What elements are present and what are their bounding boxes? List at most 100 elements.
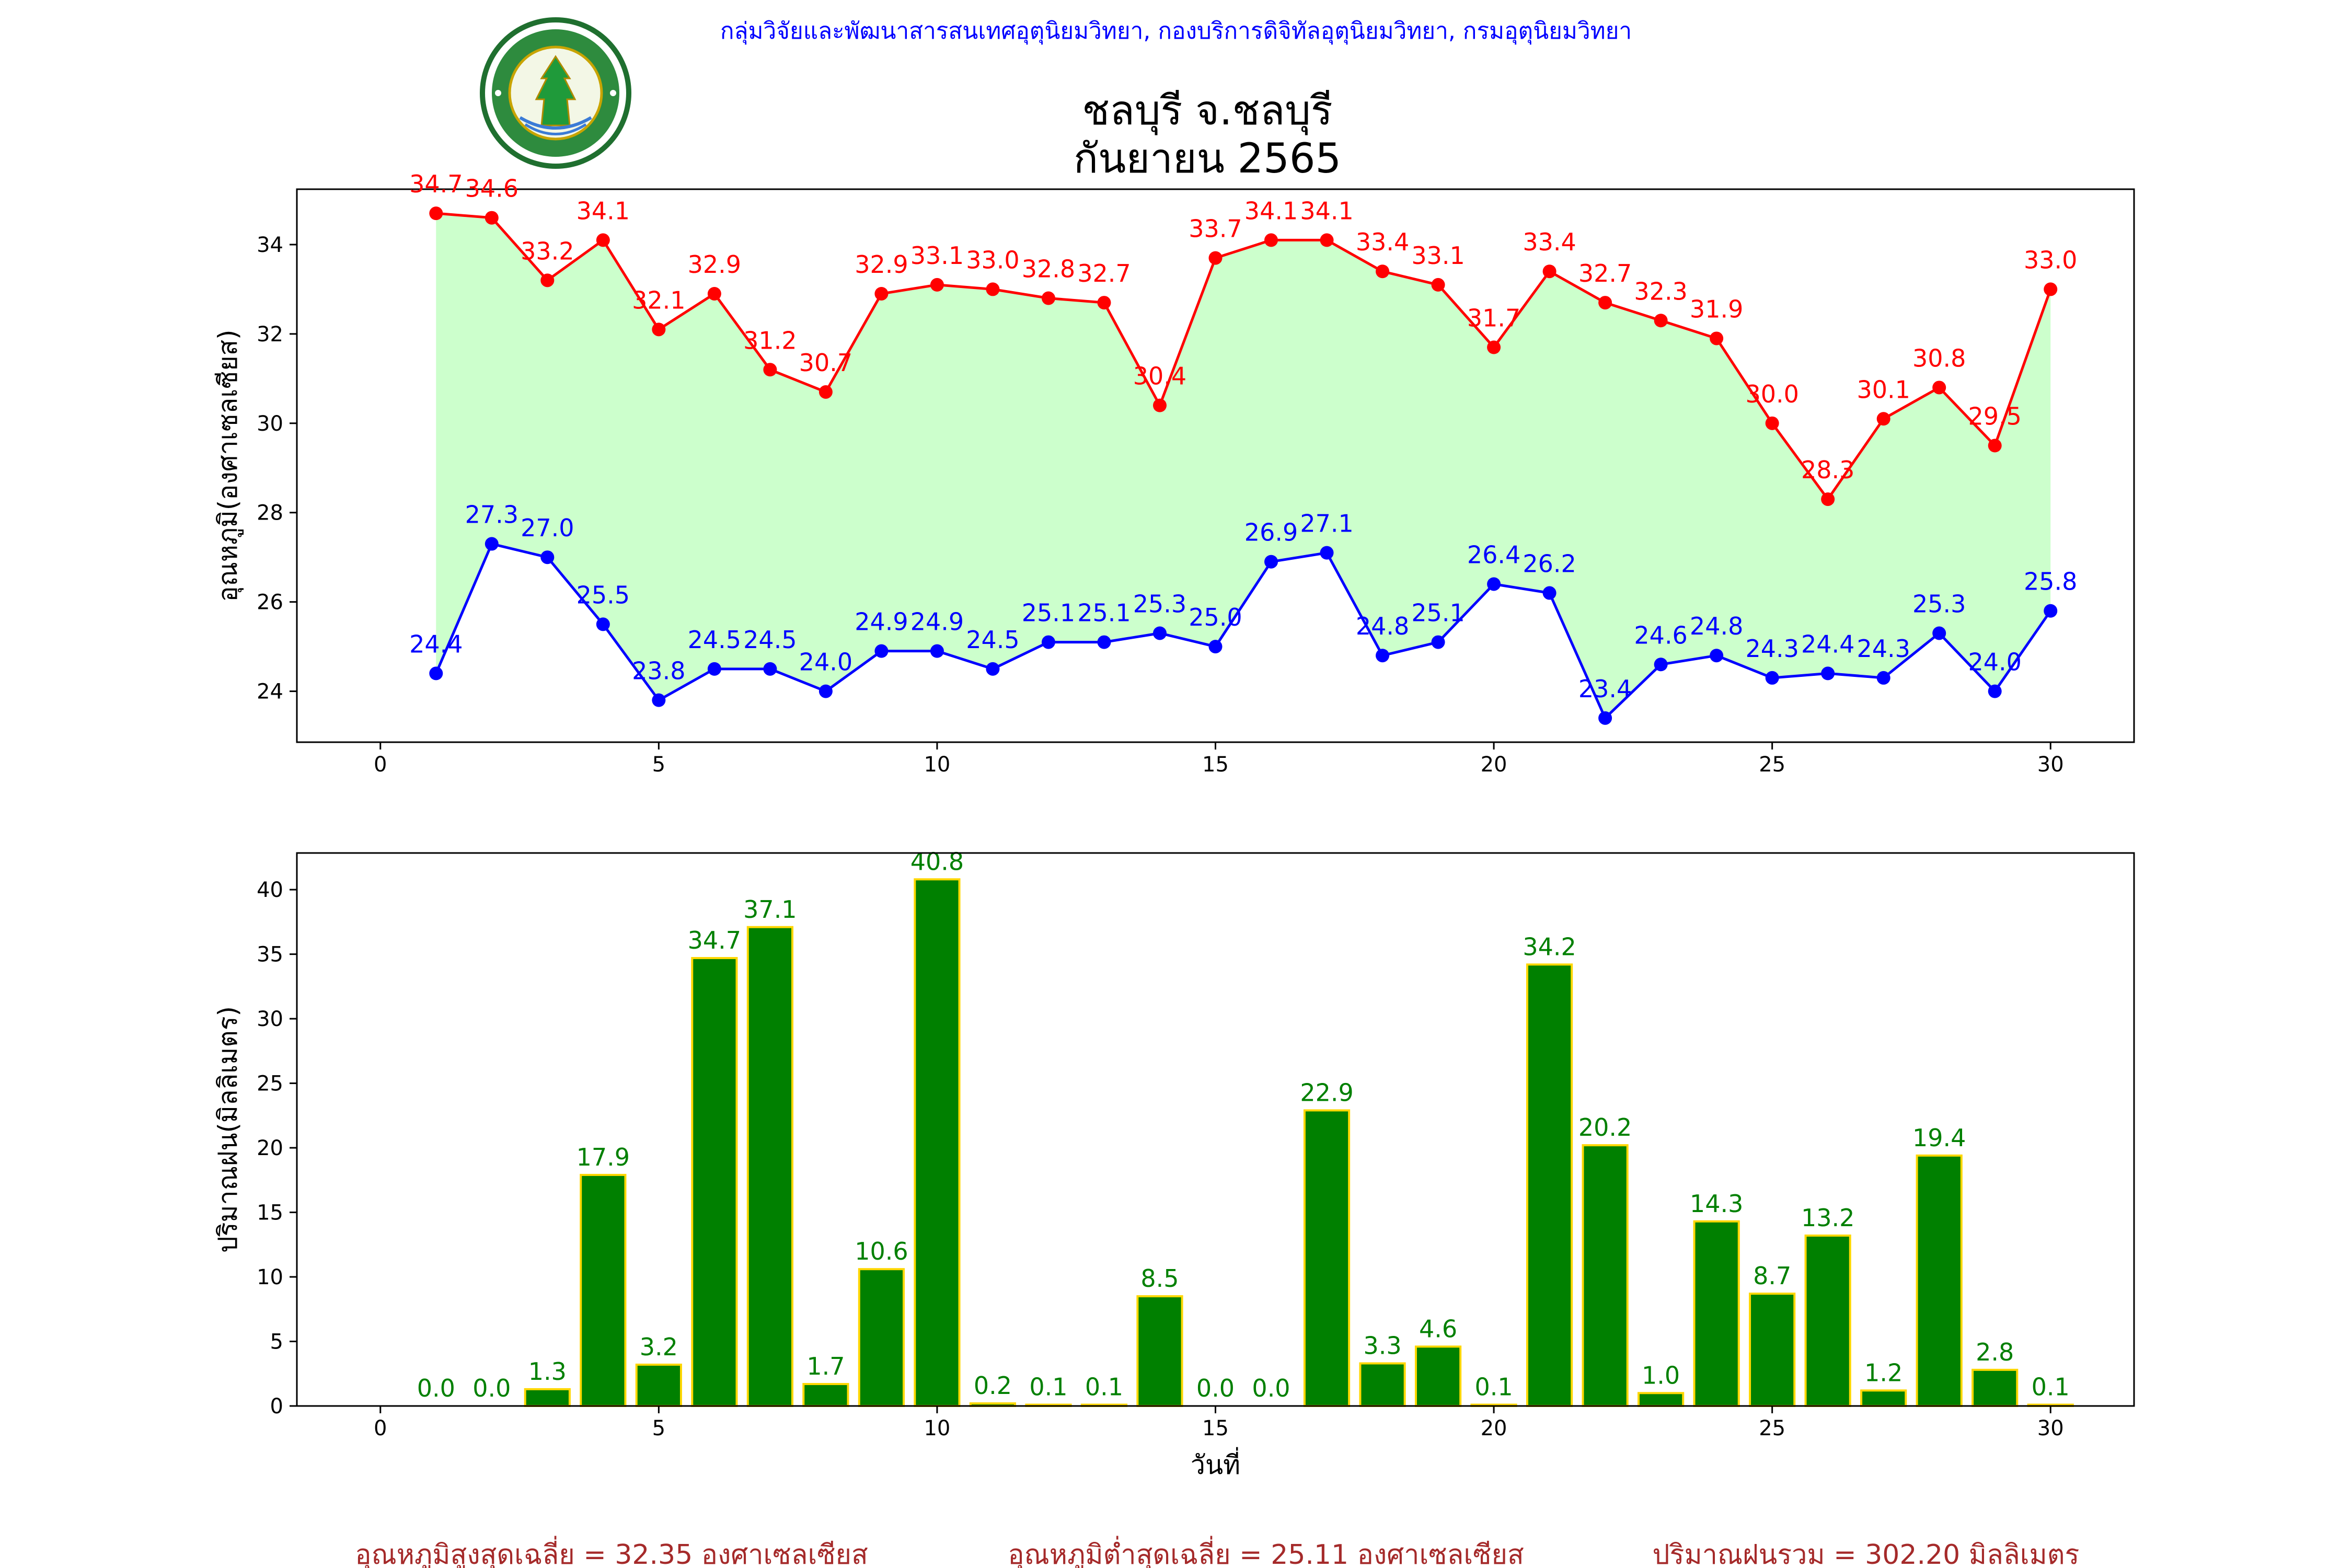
rain-value-label: 37.1 (743, 895, 797, 924)
min-temperature-label: 24.6 (1634, 621, 1687, 649)
max-temperature-point (1431, 278, 1445, 292)
min-temperature-label: 23.8 (632, 657, 685, 685)
max-temperature-label: 34.1 (1244, 197, 1298, 225)
min-temperature-label: 23.4 (1578, 675, 1632, 703)
min-temperature-label: 25.0 (1189, 603, 1242, 631)
rain-value-label: 22.9 (1300, 1078, 1353, 1106)
rainfall-x-tick-label: 25 (1759, 1416, 1785, 1440)
rainfall-y-tick-label: 15 (257, 1201, 283, 1225)
temperature-x-tick-label: 0 (374, 753, 387, 777)
max-temperature-point (1821, 492, 1835, 506)
min-temperature-label: 25.1 (1077, 599, 1131, 627)
chart-title-station: ชลบุรี จ.ชลบุรี (1082, 87, 1333, 135)
max-temperature-point (986, 282, 1000, 296)
min-temperature-point (707, 662, 721, 676)
max-temperature-point (763, 363, 777, 377)
min-temperature-point (1320, 546, 1334, 560)
rain-bar (1359, 1362, 1406, 1408)
min-temperature-label: 25.3 (1912, 590, 1966, 618)
rain-value-label: 8.5 (1140, 1264, 1179, 1293)
temperature-x-tick-label: 25 (1759, 753, 1785, 777)
rain-value-label: 1.3 (528, 1357, 567, 1386)
min-temperature-point (930, 644, 944, 658)
max-temperature-point (1264, 233, 1278, 247)
meteorological-department-logo (480, 17, 631, 169)
rain-bar (1804, 1235, 1851, 1407)
min-temperature-point (2044, 604, 2058, 618)
max-temperature-point (874, 286, 889, 301)
max-temperature-label: 32.9 (688, 250, 741, 279)
max-temperature-label: 34.1 (1300, 197, 1353, 225)
max-temperature-point (1876, 412, 1890, 426)
max-temperature-point (652, 322, 666, 337)
rain-value-label: 13.2 (1801, 1204, 1854, 1232)
min-temperature-label: 27.0 (521, 514, 574, 542)
min-temperature-label: 24.0 (1968, 648, 2022, 676)
min-temperature-point (818, 684, 833, 698)
temperature-y-tick-label: 30 (257, 412, 283, 436)
max-temperature-label: 33.0 (966, 246, 1019, 274)
rain-value-label: 1.0 (1642, 1361, 1680, 1389)
summary-avg-max: อุณหภูมิสูงสุดเฉลี่ย = 32.35 องศาเซลเซีย… (355, 1536, 868, 1568)
max-temperature-point (1988, 439, 2002, 453)
min-temperature-point (1710, 649, 1724, 663)
rain-bar (635, 1363, 682, 1407)
min-temperature-label: 24.4 (409, 630, 463, 658)
min-temperature-label: 24.5 (966, 626, 1019, 654)
max-temperature-label: 33.4 (1523, 228, 1576, 256)
rainfall-x-tick-label: 0 (374, 1416, 387, 1440)
max-temperature-point (1320, 233, 1334, 247)
rain-value-label: 0.0 (472, 1374, 511, 1402)
rain-bar (1860, 1389, 1907, 1408)
min-temperature-line (434, 542, 2052, 721)
max-temperature-label: 32.3 (1634, 277, 1687, 305)
rainfall-x-axis-label: วันที่ (1191, 1447, 1240, 1480)
temperature-panel: 0 5 10 15 20 25 30 24 26 28 30 32 34 อุณหภูมิ(องศาเซล… (213, 170, 2135, 777)
max-temperature-label: 34.7 (409, 170, 463, 198)
rain-bar (1638, 1392, 1685, 1408)
min-temperature-point (1876, 671, 1890, 685)
max-temperature-label: 33.1 (1411, 241, 1465, 270)
rain-bar (1414, 1345, 1462, 1408)
rain-bar (746, 926, 793, 1407)
rain-value-label: 40.8 (910, 847, 964, 875)
min-temperature-label: 24.8 (1356, 612, 1409, 640)
max-temperature-point (1598, 296, 1612, 310)
min-temperature-point (1431, 635, 1445, 649)
rain-value-label: 19.4 (1912, 1124, 1966, 1152)
temperature-y-tick-label: 24 (257, 680, 283, 704)
rain-value-label: 0.1 (1085, 1373, 1123, 1401)
rainfall-x-tick-label: 15 (1202, 1416, 1229, 1440)
rainfall-y-tick-label: 30 (257, 1007, 283, 1031)
min-temperature-label: 24.4 (1801, 630, 1854, 658)
max-temperature-point (540, 273, 555, 287)
min-temperature-point (1208, 640, 1223, 654)
min-temperature-label: 24.8 (1690, 612, 1743, 640)
min-temperature-label: 26.4 (1467, 540, 1520, 569)
rain-value-label: 34.2 (1523, 932, 1576, 961)
min-temperature-label: 26.9 (1244, 518, 1298, 547)
rain-bar (1303, 1109, 1351, 1408)
max-temperature-point (1041, 291, 1055, 305)
max-temperature-label: 32.9 (855, 250, 908, 279)
rain-value-label: 0.1 (2032, 1373, 2070, 1401)
min-temperature-point (1542, 586, 1557, 600)
max-temperature-label: 33.4 (1356, 228, 1409, 256)
max-temperature-label: 30.1 (1857, 375, 1910, 403)
rain-bar (580, 1173, 627, 1408)
temperature-y-tick-label: 26 (257, 591, 283, 615)
min-temperature-point (763, 662, 777, 676)
min-temperature-point (1097, 635, 1111, 649)
max-temperature-label: 33.2 (521, 237, 574, 265)
max-temperature-label: 30.7 (799, 349, 852, 377)
min-temperature-point (596, 617, 610, 631)
min-temperature-point (1765, 671, 1779, 685)
max-temperature-label: 30.8 (1912, 344, 1966, 372)
min-temperature-point (1598, 711, 1612, 725)
min-temperature-label: 24.5 (688, 626, 741, 654)
rainfall-y-tick-label: 10 (257, 1265, 283, 1289)
max-temperature-label: 31.2 (743, 326, 797, 354)
max-temperature-point (2044, 282, 2058, 296)
min-temperature-label: 24.3 (1857, 635, 1910, 663)
summary-avg-min: อุณหภูมิต่ำสุดเฉลี่ย = 25.11 องศาเซลเซีย… (1008, 1536, 1524, 1568)
